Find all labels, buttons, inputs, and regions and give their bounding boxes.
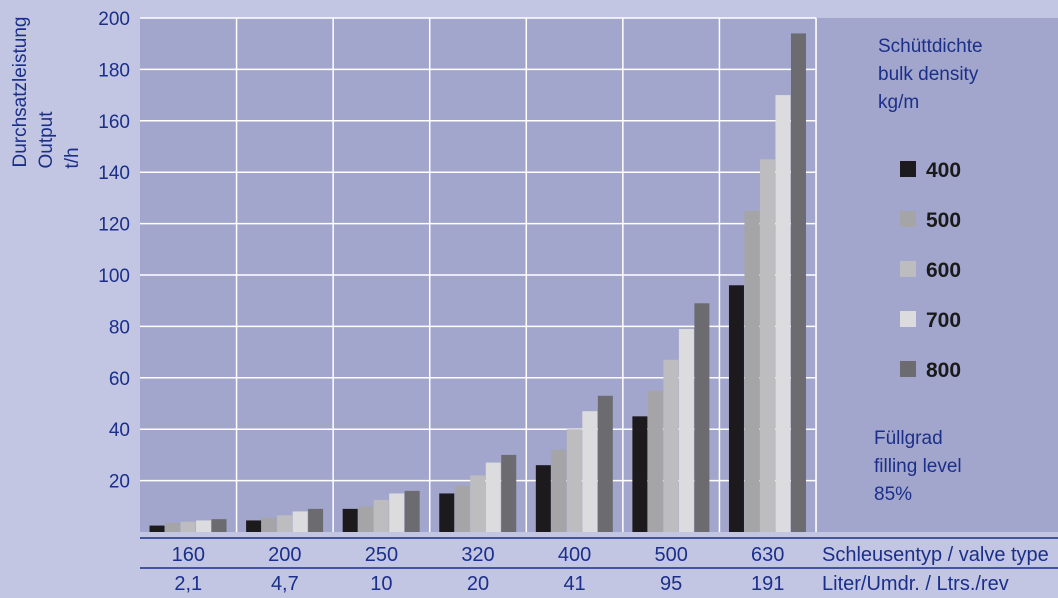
bar-630-400 [728, 285, 744, 532]
legend-swatch-400 [900, 161, 916, 177]
annotation-line-3: 85% [874, 484, 912, 505]
bar-250-700 [389, 493, 405, 532]
bar-160-600 [180, 521, 196, 532]
category-label: 160 [172, 544, 205, 566]
bar-250-400 [342, 508, 358, 532]
y-tick-label: 40 [109, 420, 130, 441]
bar-250-600 [373, 499, 389, 532]
x-axis-label-2: Liter/Umdr. / Ltrs./rev [822, 573, 1009, 595]
legend-title-line-3: kg/m [878, 92, 919, 113]
bar-400-400 [535, 465, 551, 532]
bar-160-700 [196, 520, 212, 532]
bar-630-700 [775, 95, 791, 532]
bar-630-500 [744, 210, 760, 532]
bar-160-800 [211, 519, 227, 532]
legend-swatch-600 [900, 261, 916, 277]
y-tick-label: 100 [98, 266, 130, 287]
y-tick-label: 200 [98, 9, 130, 30]
y-axis-label: Durchsatzleistung Output t/h [10, 16, 83, 168]
category-labels: 160 2,1 200 4,7 250 10 320 20 400 41 500 95 630 191 [172, 544, 785, 595]
legend-items: 400 500 600 700 800 [900, 159, 961, 382]
bar-160-500 [165, 523, 181, 532]
legend-label-800: 800 [926, 359, 961, 382]
bar-320-500 [454, 485, 470, 532]
bar-500-400 [632, 416, 648, 532]
category-label: 630 [751, 544, 784, 566]
category-label-2: 191 [751, 573, 784, 595]
category-label: 250 [365, 544, 398, 566]
y-tick-label: 60 [109, 369, 130, 390]
y-axis-label-line-2: Output [36, 111, 57, 169]
grid-lines [140, 17, 817, 532]
legend-panel [817, 18, 1058, 532]
annotation-line-1: Füllgrad [874, 428, 943, 449]
y-tick-label: 120 [98, 215, 130, 236]
legend-label-500: 500 [926, 209, 961, 232]
legend-title-line-2: bulk density [878, 64, 979, 85]
bar-400-500 [551, 449, 567, 532]
annotation-line-2: filling level [874, 456, 962, 477]
category-label-2: 41 [563, 573, 585, 595]
legend-swatch-800 [900, 361, 916, 377]
y-tick-label: 20 [109, 472, 130, 493]
y-tick-label: 160 [98, 112, 130, 133]
legend: Schüttdichte bulk density kg/m 400 500 600… [874, 36, 983, 505]
y-tick-label: 140 [98, 163, 130, 184]
category-label-2: 2,1 [174, 573, 202, 595]
y-axis-label-line-1: Durchsatzleistung [10, 16, 31, 167]
bar-630-600 [759, 159, 775, 532]
y-tick-label: 180 [98, 60, 130, 81]
bar-630-800 [790, 33, 806, 533]
category-label: 200 [268, 544, 301, 566]
y-axis-label-line-3: t/h [62, 147, 83, 168]
category-label-2: 95 [660, 573, 682, 595]
category-label: 320 [461, 544, 494, 566]
bar-400-700 [582, 411, 598, 532]
legend-swatch-700 [900, 311, 916, 327]
bar-160-400 [149, 525, 165, 532]
category-label-2: 10 [370, 573, 392, 595]
bar-200-500 [261, 517, 277, 532]
bar-200-700 [292, 511, 308, 532]
y-tick-labels: 20 40 60 80 100 120 140 160 180 200 [98, 9, 130, 493]
bar-200-400 [246, 520, 262, 532]
bar-500-600 [663, 359, 679, 532]
x-axis-label: Schleusentyp / valve type [822, 544, 1049, 566]
bar-200-600 [277, 515, 293, 532]
bar-320-600 [470, 475, 486, 532]
y-tick-label: 80 [109, 317, 130, 338]
category-label-2: 20 [467, 573, 489, 595]
bars [149, 33, 806, 533]
bar-500-500 [647, 390, 663, 532]
bar-320-400 [439, 493, 455, 532]
legend-swatch-500 [900, 211, 916, 227]
legend-label-600: 600 [926, 259, 961, 282]
bar-500-800 [694, 303, 710, 532]
bar-500-700 [678, 328, 694, 532]
bar-400-600 [566, 429, 582, 532]
legend-label-400: 400 [926, 159, 961, 182]
category-label: 400 [558, 544, 591, 566]
bar-400-800 [597, 395, 613, 532]
bar-250-500 [358, 506, 374, 532]
bar-200-800 [308, 508, 324, 532]
legend-title-line-1: Schüttdichte [878, 36, 983, 57]
legend-label-700: 700 [926, 309, 961, 332]
bar-320-800 [501, 454, 517, 532]
category-label: 500 [654, 544, 687, 566]
category-label-2: 4,7 [271, 573, 299, 595]
bar-250-800 [404, 490, 420, 532]
bar-320-700 [485, 462, 501, 532]
